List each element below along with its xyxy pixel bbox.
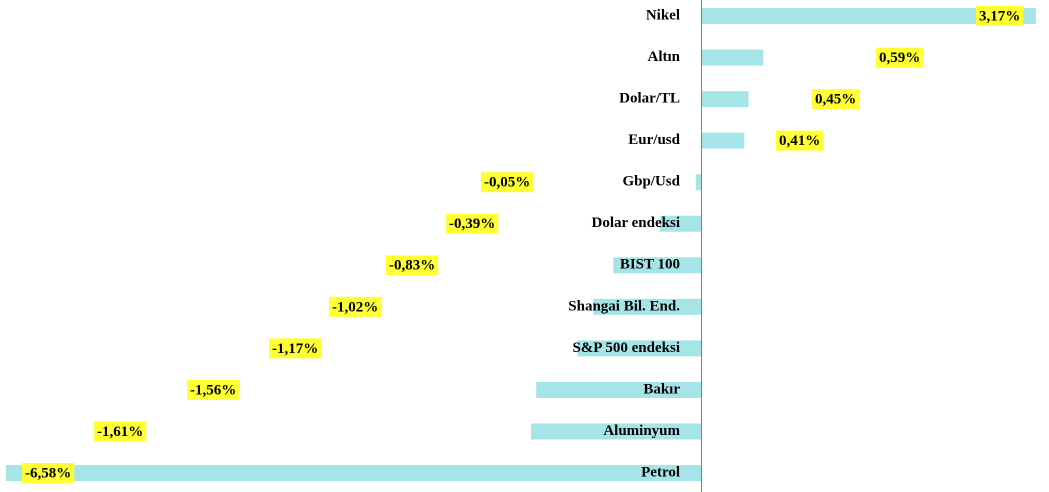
- value-label-bg: [386, 255, 439, 276]
- value-label-bg: [976, 6, 1024, 26]
- bar: [659, 215, 701, 232]
- category-label: Aluminyum: [603, 423, 680, 439]
- bar: [613, 257, 701, 274]
- value-label: -1,17%: [272, 341, 318, 357]
- value-label-bg: [481, 172, 534, 193]
- bar: [6, 465, 701, 482]
- bar: [701, 49, 764, 66]
- value-label-bg: [94, 421, 147, 442]
- value-label: -1,61%: [97, 424, 143, 440]
- bar: [701, 8, 1036, 24]
- category-label: Eur/usd: [628, 132, 680, 148]
- bar: [577, 340, 701, 357]
- value-label-bg: [22, 463, 75, 484]
- category-label: Dolar endeksi: [592, 215, 680, 231]
- value-label: -0,05%: [484, 175, 530, 191]
- bar: [530, 423, 701, 440]
- value-label: 3,17%: [979, 8, 1020, 24]
- bar: [701, 132, 745, 149]
- category-label: S&P 500 endeksi: [572, 340, 680, 356]
- value-label-bg: [187, 379, 240, 400]
- value-label: 0,45%: [815, 92, 856, 108]
- category-label: Shangai Bil. End.: [568, 298, 680, 314]
- value-label-bg: [329, 296, 382, 317]
- value-label: -0,39%: [449, 216, 495, 232]
- value-label: -6,58%: [25, 465, 71, 481]
- category-label: Altın: [647, 49, 680, 65]
- value-label-bg: [269, 338, 322, 359]
- category-label: BIST 100: [620, 257, 680, 273]
- value-label: -0,83%: [389, 258, 435, 274]
- value-label-bg: [876, 47, 924, 68]
- category-label: Petrol: [641, 464, 680, 480]
- category-label: Dolar/TL: [619, 91, 680, 107]
- value-label: -1,56%: [190, 382, 236, 398]
- value-label-bg: [446, 213, 499, 234]
- value-label-bg: [812, 89, 860, 110]
- bar: [695, 174, 701, 191]
- value-label: -1,02%: [332, 299, 378, 315]
- category-label: Nikel: [646, 7, 680, 23]
- bar: [536, 381, 701, 398]
- value-label: 0,41%: [779, 133, 820, 149]
- value-label: 0,59%: [879, 50, 920, 66]
- category-label: Bakır: [643, 381, 680, 397]
- value-label-bg: [776, 130, 824, 151]
- category-label: Gbp/Usd: [622, 174, 680, 190]
- bar: [701, 91, 749, 108]
- bar: [593, 298, 701, 315]
